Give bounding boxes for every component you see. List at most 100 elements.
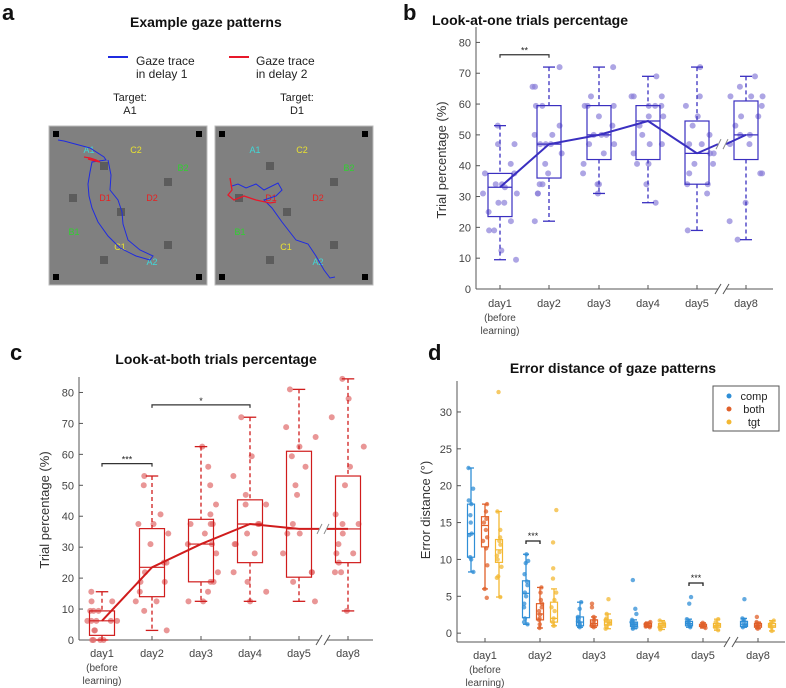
data-point-tgt: [494, 575, 500, 581]
data-point: [732, 122, 739, 129]
legend-delay2-line2: in delay 2: [256, 67, 308, 81]
data-point: [486, 227, 493, 234]
data-point: [184, 541, 191, 548]
grid-label-C2: C2: [130, 145, 142, 155]
grid-label-B2: B2: [177, 163, 188, 173]
data-point-both: [484, 516, 489, 522]
data-point: [213, 550, 220, 557]
data-point: [341, 482, 348, 489]
stimulus-square: [164, 241, 172, 249]
data-point: [507, 160, 514, 167]
data-point: [645, 113, 652, 120]
data-point: [207, 511, 214, 518]
data-point: [209, 520, 216, 527]
legend-swatch-delay1: [108, 56, 128, 58]
data-point: [345, 395, 352, 402]
grid-label-D1: D1: [99, 193, 111, 203]
data-point: [205, 588, 212, 595]
data-point: [682, 102, 689, 109]
panel-c-label: c: [10, 340, 22, 365]
data-point: [283, 424, 290, 431]
x-tick-label: day3: [582, 650, 606, 662]
x-tick-label: day1: [90, 648, 114, 660]
box-iqr: [494, 538, 504, 563]
data-point: [746, 141, 753, 148]
data-point: [726, 218, 733, 225]
box-iqr: [187, 518, 215, 583]
data-point: [691, 160, 698, 167]
target-right-value: D1: [289, 105, 305, 117]
data-point: [694, 113, 701, 120]
legend-marker-comp: [726, 393, 732, 399]
data-point: [230, 473, 237, 480]
target-left-caption: Target:: [113, 92, 147, 104]
data-point: [157, 511, 164, 518]
y-tick-label: 25: [440, 444, 452, 456]
data-point: [684, 227, 691, 234]
stimulus-square: [330, 178, 338, 186]
box-iqr: [586, 104, 612, 161]
chart-title: Look-at-one trials percentage: [432, 12, 628, 28]
data-point: [531, 218, 538, 225]
x-tick-label: day2: [140, 648, 164, 660]
data-point: [698, 141, 705, 148]
x-tick-sublabel: (before: [86, 663, 118, 674]
data-point: [207, 482, 214, 489]
legend-label-tgt: tgt: [748, 417, 760, 429]
y-tick-label: 10: [440, 554, 452, 566]
y-axis-label: Trial percentage (%): [434, 101, 449, 218]
gaze-board: [48, 125, 208, 286]
data-point-tgt: [551, 566, 556, 571]
data-point-tgt: [606, 597, 611, 602]
gaze-trace-delay2: [83, 156, 101, 163]
data-point: [545, 170, 552, 177]
gaze-trace-delay1: [57, 139, 154, 261]
line-break-mark: [715, 138, 722, 150]
data-point: [513, 256, 520, 263]
data-point: [296, 530, 303, 537]
corner-marker: [53, 131, 59, 137]
grid-label-B2: B2: [343, 163, 354, 173]
data-point: [294, 491, 301, 498]
data-point-comp: [687, 601, 692, 606]
x-tick-sublabel: (before: [484, 313, 516, 324]
grid-label-A2: A2: [312, 257, 323, 267]
data-point-tgt: [497, 549, 502, 555]
data-point: [653, 73, 660, 80]
data-point: [84, 617, 91, 624]
data-point: [302, 463, 309, 470]
data-point: [646, 141, 653, 148]
significance-label: ***: [122, 455, 133, 465]
corner-marker: [362, 274, 368, 280]
data-point: [114, 617, 121, 624]
data-point: [147, 541, 154, 548]
y-tick-label: 0: [465, 284, 471, 296]
data-point: [141, 473, 148, 480]
y-tick-label: 0: [446, 628, 452, 640]
data-point: [491, 227, 498, 234]
data-point: [333, 550, 340, 557]
data-point: [244, 578, 251, 585]
data-point: [492, 181, 499, 188]
data-point-both: [485, 563, 490, 568]
stimulus-square: [117, 208, 125, 216]
data-point: [238, 414, 245, 421]
data-point: [350, 550, 357, 557]
median-trend-line: [499, 119, 698, 189]
y-tick-label: 30: [459, 192, 471, 204]
y-tick-label: 20: [62, 573, 74, 585]
data-point: [556, 64, 563, 71]
significance-bracket: [101, 463, 153, 467]
grid-label-B1: B1: [234, 227, 245, 237]
stimulus-square: [164, 178, 172, 186]
x-tick-label: day3: [189, 648, 213, 660]
chart-c: c Look-at-both trials percentage 0 10 20 30 40…: [10, 340, 373, 687]
data-point-tgt: [499, 564, 504, 569]
y-tick-label: 30: [62, 542, 74, 554]
data-point: [513, 190, 520, 197]
data-point: [531, 83, 538, 90]
data-point-comp: [521, 619, 527, 625]
data-point: [90, 637, 97, 643]
